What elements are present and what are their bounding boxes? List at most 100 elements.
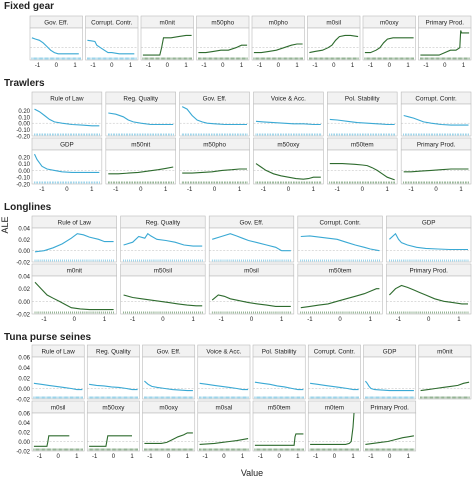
y-tick-label: 0.04 <box>18 421 30 427</box>
facet-strip-label: m50tem <box>351 142 374 149</box>
ale-series-line <box>329 163 395 181</box>
panel-frame <box>363 412 417 452</box>
rug-ticks <box>144 396 194 399</box>
x-tick-label: -1 <box>41 317 47 323</box>
rug-ticks <box>88 448 138 451</box>
facet-panel: Pol. Stability <box>252 344 306 400</box>
facet-strip-label: m50pho <box>211 20 234 27</box>
rug-ticks <box>144 448 194 451</box>
facet-strip-label: Corrupt. Contr. <box>319 220 361 227</box>
panel-frame <box>253 103 324 137</box>
facet-strip-label: m50tem <box>329 268 352 275</box>
ale-series-line <box>253 43 303 54</box>
x-tick-label: 1 <box>406 63 410 69</box>
facet-panel: m0nit -1 0 1 <box>31 263 117 323</box>
panel-frame <box>197 412 251 452</box>
x-tick-label: 0 <box>361 187 365 193</box>
facet-panel: m50nit -1 0 1 <box>105 137 176 193</box>
facet-strip-label: m0oxy <box>380 20 399 27</box>
x-tick-label: -1 <box>368 454 374 460</box>
x-tick-label: 1 <box>90 187 94 193</box>
ale-series-line <box>310 412 355 445</box>
x-tick-label: 0 <box>139 187 143 193</box>
facet-panel: GDP -1 0 1 <box>31 137 103 193</box>
x-tick-label: 0 <box>213 187 217 193</box>
ale-series-line <box>420 381 470 392</box>
facet-strip-label: m50sil <box>154 268 172 275</box>
facet-panel: Reg. Quality <box>86 344 140 400</box>
rug-ticks <box>34 311 114 314</box>
facet-strip-label: GDP <box>60 142 74 149</box>
facet-panel: Primary Prod. -1 0 1 <box>386 263 472 323</box>
y-tick-label: 0.10 <box>18 162 30 168</box>
panel-frame <box>31 356 85 400</box>
facet-strip-label: m0pho <box>269 20 289 27</box>
y-tick-label: -0.02 <box>16 261 30 267</box>
x-tick-label: -1 <box>146 63 152 69</box>
facet-strip-label: Rule of Law <box>58 220 92 227</box>
y-tick-label: 0.00 <box>18 169 30 175</box>
facet-panel: Rule of Law <box>31 91 103 137</box>
x-tick-label: 1 <box>457 317 461 323</box>
ale-series-line <box>181 106 247 126</box>
ale-series-line <box>87 39 135 55</box>
x-tick-label: 0 <box>250 317 254 323</box>
y-tick-label: 0.00 <box>18 387 30 393</box>
facet-panel: m0tem -1 0 1 <box>307 400 361 460</box>
group-title: Trawlers <box>4 78 45 89</box>
facet-strip-label: Voice & Acc. <box>206 349 241 356</box>
ale-series-line <box>389 232 468 251</box>
panel-frame <box>297 227 383 263</box>
x-tick-label: 1 <box>240 63 244 69</box>
ale-series-line <box>254 433 304 446</box>
rug-ticks <box>123 259 203 262</box>
x-tick-label: 1 <box>75 454 79 460</box>
rug-ticks <box>34 259 114 262</box>
facet-panel: m0sil -1 0 1 <box>307 15 361 69</box>
panel-frame <box>197 356 251 400</box>
y-tick-label: -0.20 <box>16 135 30 141</box>
panel-frame <box>105 103 176 137</box>
rug-ticks <box>420 396 470 399</box>
ale-series-line <box>403 114 469 126</box>
ale-series-line <box>255 120 321 126</box>
x-tick-label: -1 <box>396 317 402 323</box>
x-tick-label: 1 <box>191 317 195 323</box>
panel-frame <box>142 356 196 400</box>
x-tick-label: 0 <box>166 63 170 69</box>
panel-frame <box>120 275 206 315</box>
ale-series-line <box>389 284 468 305</box>
panel-frame <box>253 149 324 185</box>
x-tick-label: 0 <box>73 317 77 323</box>
panel-frame <box>307 27 361 61</box>
y-tick-label: 0.00 <box>18 300 30 306</box>
x-tick-label: 0 <box>112 454 116 460</box>
ale-series-line <box>211 294 291 307</box>
ale-series-line <box>144 432 193 444</box>
y-tick-label: -0.20 <box>16 183 30 189</box>
ale-series-line <box>403 168 469 173</box>
rug-ticks <box>34 133 100 136</box>
rug-ticks <box>199 448 249 451</box>
panel-frame <box>86 412 140 452</box>
rug-ticks <box>33 448 83 451</box>
facet-panel: m0oxy -1 0 1 <box>142 400 196 460</box>
rug-ticks <box>420 57 470 60</box>
ale-series-line <box>31 37 79 55</box>
x-tick-label: 0 <box>161 317 165 323</box>
x-tick-label: -1 <box>408 187 414 193</box>
panel-frame <box>86 356 140 400</box>
ale-series-line <box>309 34 359 54</box>
ale-series-line <box>34 108 100 127</box>
x-tick-label: 1 <box>164 187 168 193</box>
ale-series-line <box>34 281 114 311</box>
x-tick-label: 1 <box>351 454 355 460</box>
x-tick-label: 1 <box>407 454 411 460</box>
panel-frame <box>179 149 250 185</box>
facet-strip-label: Rule of Law <box>50 96 84 103</box>
panel-frame <box>31 103 103 137</box>
y-tick-label: 0.04 <box>18 275 30 281</box>
x-tick-label: -1 <box>258 454 264 460</box>
panel-frame <box>142 412 196 452</box>
